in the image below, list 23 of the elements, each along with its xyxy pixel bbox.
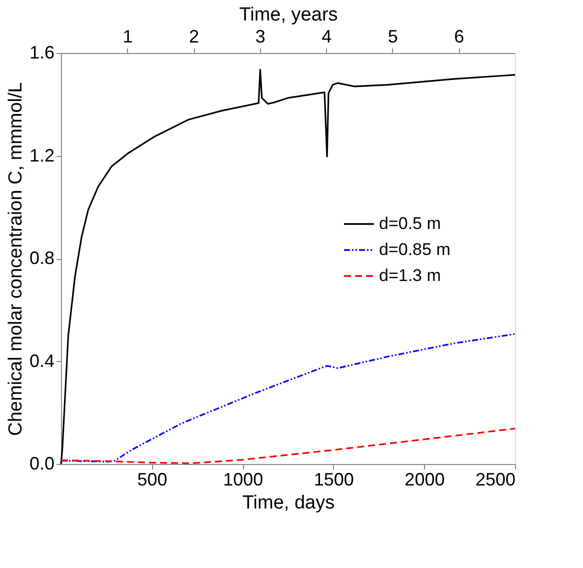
x2-axis-title: Time, years bbox=[239, 4, 338, 26]
x-tick-label: 1500 bbox=[314, 470, 354, 490]
x2-tick-label: 5 bbox=[388, 26, 398, 46]
y-axis-title: Chemical molar concentraion C, mmmol/L bbox=[5, 82, 26, 436]
x-tick-label: 2500 bbox=[475, 470, 516, 490]
x-axis-title: Time, days bbox=[242, 492, 335, 514]
legend-label: d=0.5 m bbox=[379, 214, 441, 233]
x-tick-label: 500 bbox=[137, 470, 168, 490]
x2-tick-label: 3 bbox=[255, 26, 266, 46]
x2-tick-label: 2 bbox=[189, 26, 200, 46]
line-series bbox=[60, 333, 516, 462]
y-tick-label: 0.8 bbox=[29, 248, 54, 268]
x2-tick-label: 1 bbox=[122, 26, 133, 46]
x2-tick-label: 6 bbox=[454, 26, 464, 46]
y-tick-label: 0.4 bbox=[29, 350, 54, 371]
y-tick-label: 1.6 bbox=[29, 42, 54, 62]
legend-label: d=1.3 m bbox=[379, 266, 441, 285]
y-tick-label: 1.2 bbox=[29, 145, 54, 166]
x-tick-label: 2000 bbox=[404, 470, 445, 490]
y-tick-label: 0.0 bbox=[29, 454, 54, 474]
x-tick-label: 1000 bbox=[223, 470, 264, 490]
x2-tick-label: 4 bbox=[322, 26, 332, 46]
legend-label: d=0.85 m bbox=[379, 240, 450, 259]
